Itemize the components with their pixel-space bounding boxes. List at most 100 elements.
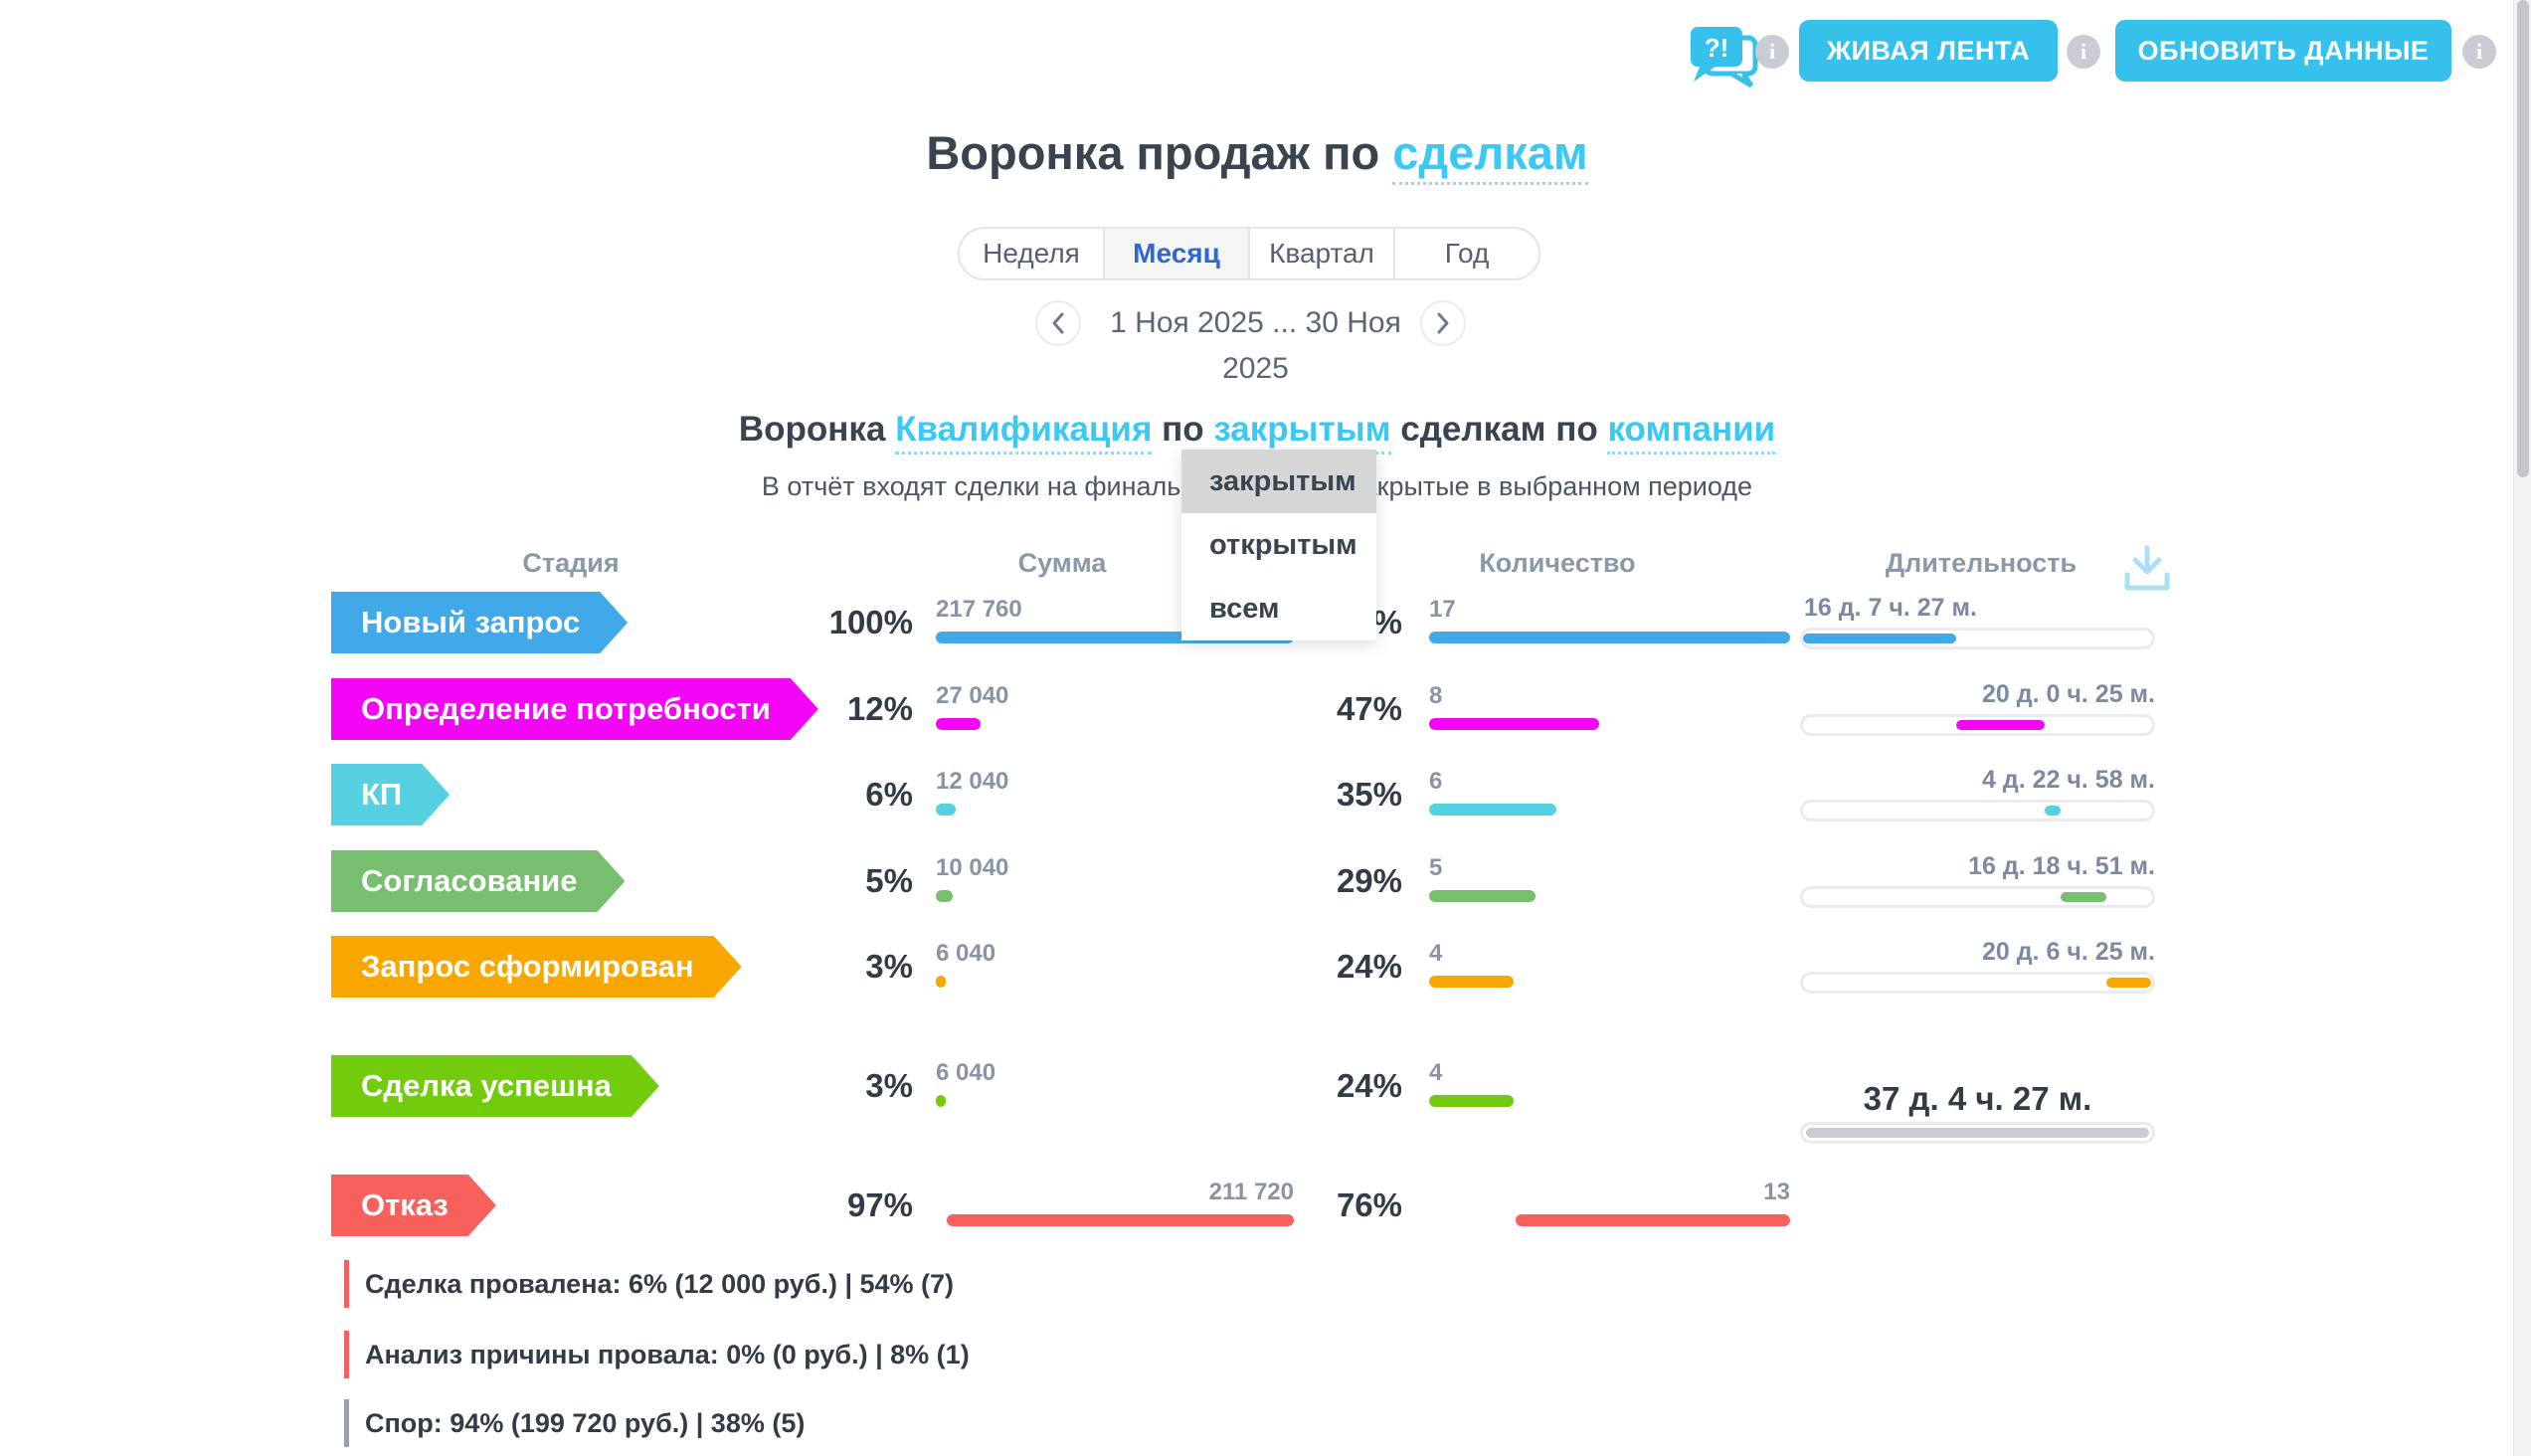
report-subtitle: Воронка Квалификация по закрытым сделкам… — [0, 410, 2514, 455]
sum-bar — [936, 890, 953, 902]
stage-label[interactable]: Сделка успешна — [331, 1055, 659, 1117]
count-value: 4 — [1429, 1059, 1443, 1086]
failure-stat: Анализ причины провала: 0% (0 руб.) | 8%… — [344, 1331, 970, 1378]
scrollbar-thumb[interactable] — [2517, 0, 2529, 477]
count-value: 17 — [1429, 596, 1456, 623]
chevron-left-icon — [1052, 312, 1064, 334]
sum-value: 211 720 — [1208, 1179, 1294, 1205]
funnel-row: Отказ 97% 211 720 76% 13 — [0, 1175, 2531, 1236]
funnel-row: Определение потребности 12% 27 040 47% 8 20 д… — [0, 678, 2531, 740]
count-value: 6 — [1429, 768, 1443, 795]
duration-value: 4 д. 22 ч. 58 м. — [1982, 766, 2155, 794]
info-icon[interactable]: i — [2067, 35, 2100, 69]
duration-segment — [2044, 806, 2062, 816]
stage-label[interactable]: КП — [331, 764, 450, 825]
duration-value: 16 д. 18 ч. 51 м. — [1968, 852, 2155, 880]
date-range-label[interactable]: 1 Ноя 2025 ... 30 Ноя 2025 — [1110, 306, 1401, 385]
sum-percent: 100% — [828, 604, 913, 640]
count-bar — [1429, 976, 1514, 988]
duration-bar — [1800, 972, 2155, 994]
count-bar — [1429, 1095, 1514, 1107]
sum-value: 6 040 — [936, 940, 996, 967]
sum-value: 10 040 — [936, 854, 1009, 881]
count-value: 13 — [1763, 1179, 1790, 1205]
total-duration-bar — [1800, 1122, 2155, 1144]
sum-value: 6 040 — [936, 1059, 996, 1086]
duration-bar — [1800, 800, 2155, 821]
duration-value: 16 д. 7 ч. 27 м. — [1804, 594, 1977, 622]
refresh-data-button[interactable]: ОБНОВИТЬ ДАННЫЕ — [2115, 20, 2451, 82]
count-percent: 29% — [1336, 862, 1402, 899]
duration-segment — [1803, 634, 1957, 643]
svg-text:?!: ?! — [1705, 33, 1729, 63]
tab-Квартал[interactable]: Квартал — [1248, 229, 1393, 278]
prev-period-button[interactable] — [1035, 300, 1081, 346]
sum-bar — [936, 976, 946, 988]
next-period-button[interactable] — [1420, 300, 1466, 346]
tab-Неделя[interactable]: Неделя — [983, 238, 1080, 269]
page-title-text: Воронка продаж по — [926, 126, 1393, 179]
count-value: 8 — [1429, 682, 1443, 709]
column-header-duration: Длительность — [1885, 548, 2078, 578]
sum-percent: 6% — [865, 776, 913, 813]
stage-label[interactable]: Новый запрос — [331, 592, 628, 653]
count-percent: 47% — [1336, 690, 1402, 727]
sum-value: 12 040 — [936, 768, 1009, 795]
duration-segment — [1956, 720, 2045, 730]
chevron-right-icon — [1437, 312, 1449, 334]
live-feed-button[interactable]: ЖИВАЯ ЛЕНТА — [1799, 20, 2058, 82]
failure-stat: Спор: 94% (199 720 руб.) | 38% (5) — [344, 1399, 805, 1447]
stage-label[interactable]: Определение потребности — [331, 678, 818, 740]
scrollbar-track[interactable] — [2513, 0, 2531, 1456]
sum-percent: 97% — [846, 1186, 913, 1223]
sum-percent: 3% — [865, 948, 913, 985]
download-report-icon[interactable] — [2122, 543, 2172, 599]
info-icon[interactable]: i — [2462, 35, 2496, 69]
sum-value: 27 040 — [936, 682, 1009, 709]
count-percent: 24% — [1336, 1067, 1402, 1104]
deal-type-dropdown: закрытым открытым всем — [1181, 450, 1376, 640]
sum-bar — [936, 1095, 946, 1107]
deal-type-selector-link[interactable]: закрытым — [1213, 410, 1391, 455]
entity-selector-link[interactable]: сделкам — [1392, 126, 1588, 185]
total-duration-value: 37 д. 4 ч. 27 м. — [1863, 1080, 2092, 1117]
dropdown-option-всем[interactable]: всем — [1181, 577, 1376, 640]
sum-bar — [947, 1214, 1294, 1226]
duration-value: 20 д. 0 ч. 25 м. — [1982, 680, 2155, 708]
funnel-row: Сделка успешна 3% 6 040 24% 4 — [0, 1055, 2531, 1117]
count-percent: 24% — [1336, 948, 1402, 985]
count-percent: 76% — [1336, 1186, 1402, 1223]
count-bar — [1429, 804, 1556, 816]
count-bar — [1429, 718, 1599, 730]
funnel-row: Запрос сформирован 3% 6 040 24% 4 20 д. 6 ч. … — [0, 936, 2531, 998]
column-header-count: Количество — [1479, 548, 1636, 578]
column-header-sum: Сумма — [1017, 548, 1107, 578]
subtitle-text: Воронка — [738, 410, 886, 449]
tab-Месяц[interactable]: Месяц — [1103, 229, 1248, 278]
duration-bar — [1800, 886, 2155, 908]
count-bar — [1516, 1214, 1790, 1226]
sum-bar — [936, 804, 956, 816]
count-percent: 35% — [1336, 776, 1402, 813]
failure-stat: Сделка провалена: 6% (12 000 руб.) | 54%… — [344, 1260, 954, 1308]
duration-bar — [1800, 628, 2155, 649]
tab-Год[interactable]: Год — [1393, 229, 1538, 278]
stage-label[interactable]: Согласование — [331, 850, 625, 912]
stage-label[interactable]: Запрос сформирован — [331, 936, 742, 998]
dropdown-option-закрытым[interactable]: закрытым — [1181, 450, 1376, 513]
sum-percent: 5% — [865, 862, 913, 899]
duration-bar — [1800, 714, 2155, 736]
count-bar — [1429, 632, 1790, 643]
sum-percent: 12% — [846, 690, 913, 727]
duration-value: 20 д. 6 ч. 25 м. — [1982, 938, 2155, 966]
dropdown-option-открытым[interactable]: открытым — [1181, 513, 1376, 577]
funnel-selector-link[interactable]: Квалификация — [895, 410, 1153, 455]
sum-value: 217 760 — [936, 596, 1022, 623]
stage-label[interactable]: Отказ — [331, 1175, 496, 1236]
sum-percent: 3% — [865, 1067, 913, 1104]
grouping-selector-link[interactable]: компании — [1607, 410, 1776, 455]
column-header-stage: Стадия — [522, 548, 620, 578]
count-value: 4 — [1429, 940, 1443, 967]
info-icon[interactable]: i — [1755, 35, 1789, 69]
chat-help-icon[interactable]: ?! — [1688, 24, 1765, 93]
